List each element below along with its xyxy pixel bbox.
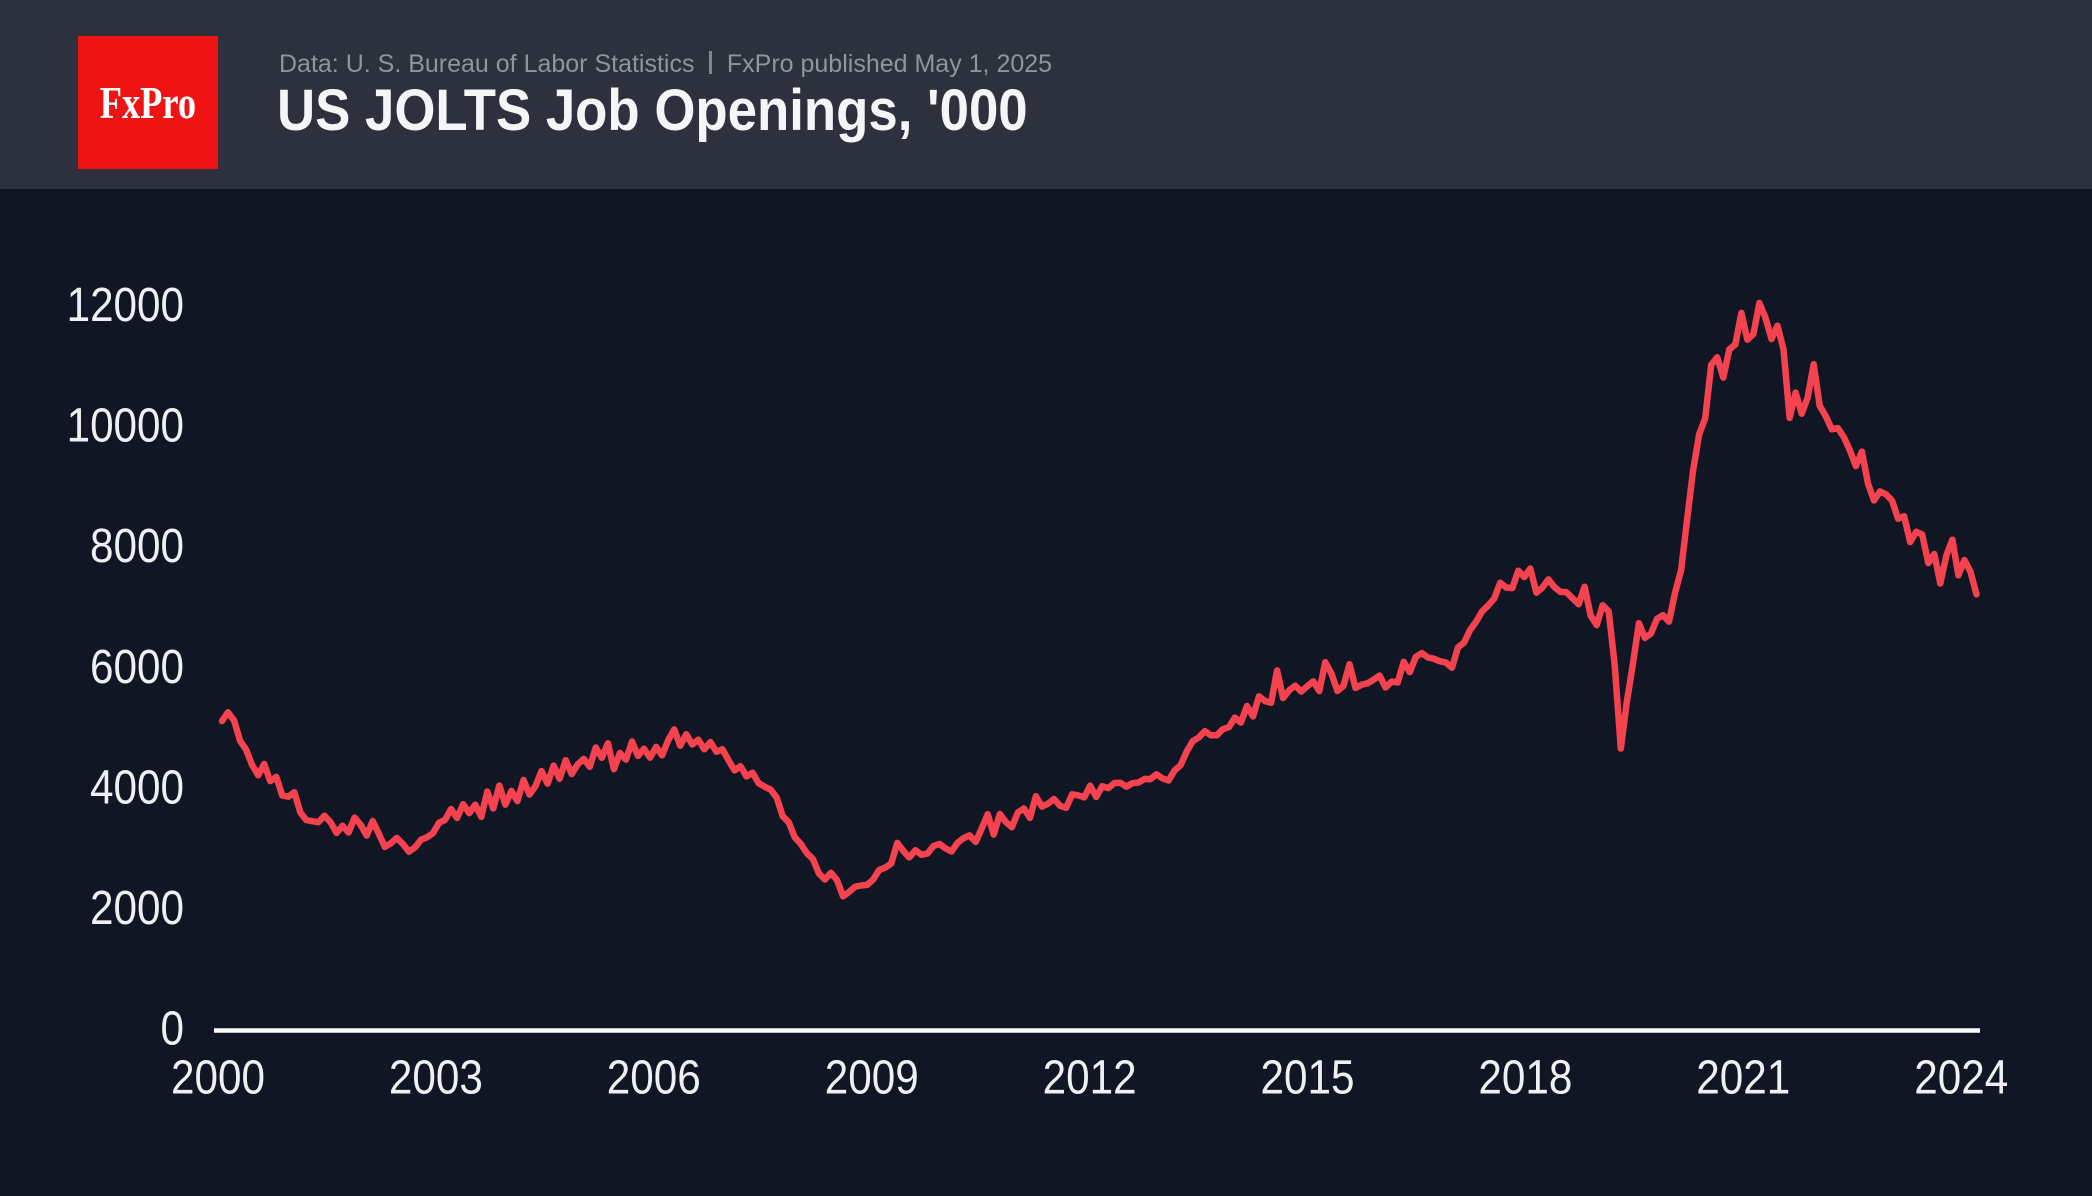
svg-text:2015: 2015 <box>1261 1052 1355 1105</box>
svg-text:2000: 2000 <box>90 882 184 935</box>
svg-text:2021: 2021 <box>1696 1052 1790 1105</box>
svg-text:2012: 2012 <box>1043 1052 1137 1105</box>
svg-text:6000: 6000 <box>90 641 184 694</box>
svg-text:10000: 10000 <box>67 400 184 453</box>
svg-text:12000: 12000 <box>67 279 184 332</box>
svg-text:0: 0 <box>161 1002 185 1055</box>
svg-text:2000: 2000 <box>171 1052 265 1105</box>
svg-text:2018: 2018 <box>1478 1052 1572 1105</box>
svg-text:2009: 2009 <box>825 1052 919 1105</box>
svg-text:8000: 8000 <box>90 520 184 573</box>
svg-text:2003: 2003 <box>389 1052 483 1105</box>
svg-text:4000: 4000 <box>90 761 184 814</box>
svg-text:2024: 2024 <box>1914 1052 2008 1105</box>
svg-text:2006: 2006 <box>607 1052 701 1105</box>
